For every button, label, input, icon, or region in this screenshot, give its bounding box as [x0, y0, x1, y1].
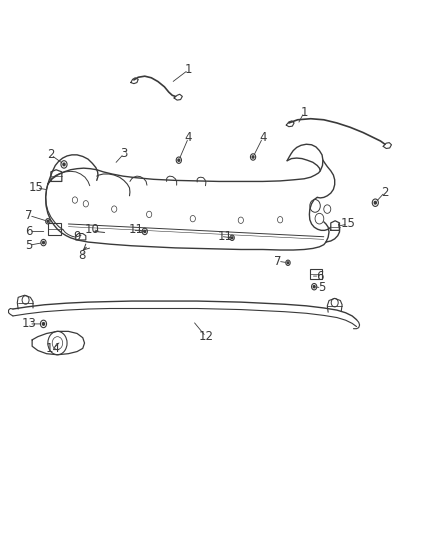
- Text: 3: 3: [120, 147, 127, 160]
- Circle shape: [178, 159, 180, 161]
- Text: 2: 2: [381, 185, 389, 199]
- Circle shape: [63, 163, 65, 166]
- Text: 5: 5: [318, 281, 325, 294]
- Circle shape: [144, 230, 146, 232]
- Text: 6: 6: [316, 270, 323, 282]
- Text: 7: 7: [25, 209, 33, 222]
- Circle shape: [287, 262, 289, 264]
- Text: 14: 14: [46, 342, 60, 356]
- Text: 11: 11: [128, 223, 144, 236]
- Text: 1: 1: [300, 106, 308, 119]
- Circle shape: [313, 286, 315, 288]
- Text: 6: 6: [25, 225, 33, 238]
- Circle shape: [231, 237, 233, 239]
- Text: 4: 4: [185, 131, 192, 144]
- Text: 7: 7: [274, 255, 282, 268]
- Circle shape: [252, 156, 254, 158]
- Text: 4: 4: [259, 131, 266, 144]
- Text: 13: 13: [21, 318, 36, 330]
- Text: 15: 15: [340, 217, 355, 230]
- Text: 15: 15: [29, 181, 44, 195]
- Text: 1: 1: [185, 63, 192, 76]
- Circle shape: [42, 322, 45, 325]
- Text: 12: 12: [198, 330, 213, 343]
- Text: 10: 10: [85, 223, 100, 236]
- Text: 9: 9: [73, 230, 81, 243]
- Text: 11: 11: [218, 230, 233, 243]
- Text: 2: 2: [47, 148, 55, 161]
- Circle shape: [47, 220, 49, 222]
- Text: 5: 5: [25, 239, 33, 252]
- Circle shape: [374, 201, 376, 204]
- Circle shape: [42, 241, 44, 244]
- Text: 8: 8: [78, 249, 85, 262]
